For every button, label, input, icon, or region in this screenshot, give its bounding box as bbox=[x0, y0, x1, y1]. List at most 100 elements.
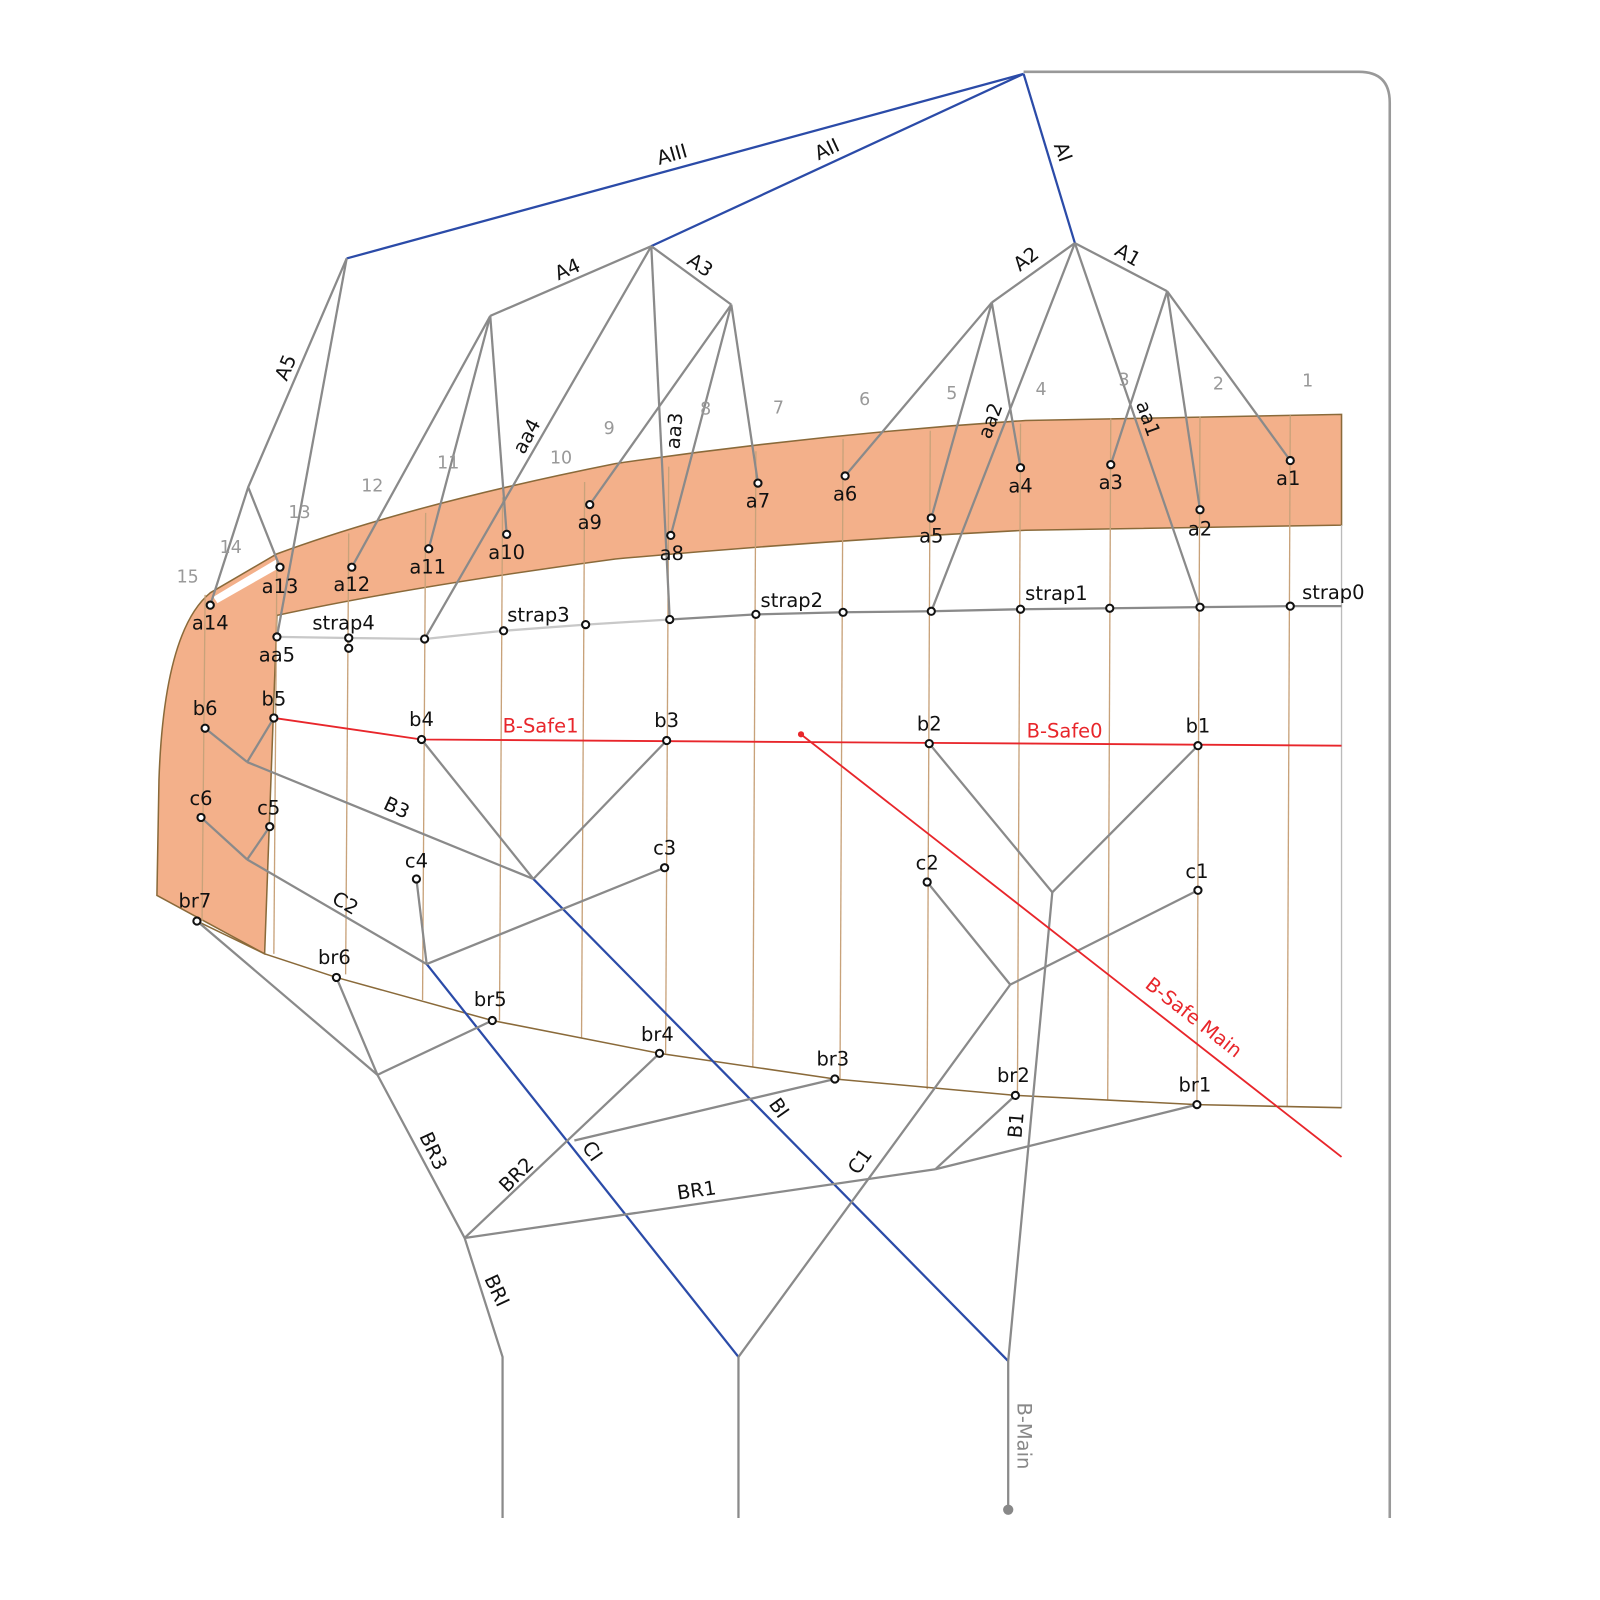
tree-edge bbox=[463, 1052, 661, 1239]
node-strap0 bbox=[1285, 601, 1295, 611]
column-number: 10 bbox=[550, 449, 572, 469]
tree-edge bbox=[930, 302, 993, 519]
node-a14 bbox=[205, 600, 215, 610]
edge-label-BR3: BR3 bbox=[415, 1128, 452, 1173]
node-label-strap4: strap4 bbox=[312, 612, 374, 635]
b-safe-main-line bbox=[800, 733, 1343, 1158]
tree-edge bbox=[730, 304, 760, 484]
node-label-a5: a5 bbox=[919, 525, 943, 548]
frame-line bbox=[1023, 70, 1392, 1518]
tree-edge bbox=[1109, 290, 1169, 465]
tree-edge bbox=[1166, 290, 1292, 462]
column-number: 14 bbox=[220, 538, 242, 558]
column-number: 3 bbox=[1119, 371, 1130, 391]
node-c3 bbox=[659, 863, 670, 873]
column-guide bbox=[1016, 423, 1022, 1096]
strap-node bbox=[838, 607, 848, 617]
column-guide bbox=[752, 451, 757, 1067]
node-label-strap1: strap1 bbox=[1025, 582, 1087, 605]
b-safe-line bbox=[273, 717, 1342, 747]
strap-node bbox=[665, 614, 675, 625]
strap-line-light bbox=[276, 618, 670, 641]
node-a3 bbox=[1106, 459, 1116, 470]
node-label-strap3: strap3 bbox=[507, 604, 569, 627]
node-label-strap2: strap2 bbox=[761, 589, 823, 612]
node-label-c6: c6 bbox=[189, 787, 212, 810]
node-a10 bbox=[502, 529, 512, 539]
column-number: 6 bbox=[859, 390, 870, 410]
node-br1 bbox=[1192, 1100, 1202, 1110]
node-br5 bbox=[487, 1015, 497, 1026]
column-number: 9 bbox=[604, 419, 615, 439]
tree-edge bbox=[1073, 242, 1202, 608]
edge-label-A5: A5 bbox=[270, 351, 301, 384]
node-label-br1: br1 bbox=[1178, 1073, 1211, 1096]
edge-label-A3: A3 bbox=[683, 248, 717, 282]
column-number: 5 bbox=[946, 384, 957, 404]
tree-edge bbox=[426, 866, 666, 966]
node-label-a3: a3 bbox=[1099, 471, 1123, 494]
tree-edge bbox=[991, 242, 1076, 304]
column-number: 8 bbox=[700, 399, 711, 419]
node-b6 bbox=[200, 723, 210, 733]
node-b4 bbox=[416, 734, 427, 745]
column-number: 12 bbox=[361, 476, 383, 496]
edge-label-BR1: BR1 bbox=[675, 1176, 717, 1204]
tree-edge bbox=[650, 245, 732, 306]
edge-BI bbox=[532, 878, 1010, 1362]
node-label-a7: a7 bbox=[746, 490, 770, 513]
node-label-a2: a2 bbox=[1188, 517, 1212, 540]
node-a1 bbox=[1285, 455, 1295, 466]
node-a9 bbox=[585, 499, 595, 510]
tree-edge bbox=[1074, 242, 1168, 293]
node-label-br5: br5 bbox=[474, 988, 507, 1011]
node-br7 bbox=[192, 916, 202, 926]
tree-edge bbox=[335, 976, 379, 1076]
node-label-a11: a11 bbox=[409, 555, 446, 578]
node-a7 bbox=[753, 478, 763, 488]
node-a2 bbox=[1195, 505, 1205, 515]
node-a5 bbox=[926, 513, 936, 523]
b-main-terminal bbox=[1003, 1504, 1014, 1515]
node-b3 bbox=[662, 735, 672, 746]
edge-label-aa3: aa3 bbox=[661, 412, 687, 450]
node-label-c1: c1 bbox=[1185, 860, 1208, 883]
node-a6 bbox=[840, 471, 850, 481]
node-c4 bbox=[411, 874, 422, 884]
edge-label-A4: A4 bbox=[551, 254, 584, 285]
node-label-br4: br4 bbox=[641, 1023, 674, 1046]
node-label-br2: br2 bbox=[997, 1064, 1030, 1087]
orange-band bbox=[156, 413, 1343, 956]
label-b-safe0: B-Safe0 bbox=[1027, 719, 1103, 742]
node-br4 bbox=[654, 1048, 665, 1058]
edge-CI bbox=[425, 963, 740, 1358]
column-number: 13 bbox=[288, 503, 310, 523]
node-strap1 bbox=[1015, 604, 1026, 614]
column-guide bbox=[201, 594, 206, 922]
column-number: 1 bbox=[1302, 372, 1313, 392]
label-b-safe1: B-Safe1 bbox=[503, 714, 579, 737]
node-label-b6: b6 bbox=[193, 697, 218, 720]
node-label-a9: a9 bbox=[578, 511, 602, 534]
strap-node bbox=[1195, 602, 1205, 612]
edge-AII bbox=[650, 72, 1025, 248]
bottom-edge-line bbox=[196, 920, 1342, 1109]
node-label-br7: br7 bbox=[178, 890, 211, 913]
edge-label-BR2: BR2 bbox=[494, 1153, 538, 1197]
column-number: 4 bbox=[1035, 380, 1046, 400]
label-b-main: B-Main bbox=[1012, 1402, 1035, 1469]
node-label-br6: br6 bbox=[318, 946, 351, 969]
tree-edge bbox=[246, 826, 271, 861]
node-c2 bbox=[922, 877, 932, 887]
tree-edge bbox=[588, 303, 733, 506]
node-b1 bbox=[1193, 741, 1203, 751]
tree-edge bbox=[200, 816, 248, 861]
node-strap4 bbox=[344, 643, 354, 653]
tree-edge bbox=[489, 245, 652, 317]
node-a11 bbox=[424, 544, 434, 554]
node-label-a14: a14 bbox=[192, 612, 229, 635]
node-label-a8: a8 bbox=[660, 542, 684, 565]
column-number: 15 bbox=[177, 568, 199, 588]
tree-edge bbox=[204, 727, 248, 763]
